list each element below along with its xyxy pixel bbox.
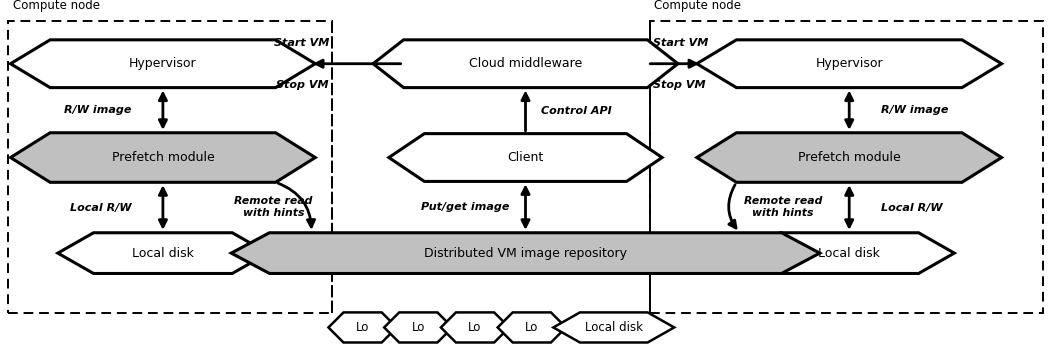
Polygon shape	[744, 233, 954, 273]
Polygon shape	[389, 133, 662, 181]
Text: Local R/W: Local R/W	[881, 202, 943, 212]
Polygon shape	[11, 40, 315, 88]
Polygon shape	[373, 40, 678, 88]
Polygon shape	[441, 313, 510, 343]
Text: Lo: Lo	[412, 321, 425, 334]
Text: Compute node: Compute node	[13, 0, 100, 12]
Polygon shape	[231, 233, 820, 273]
Text: Compute node: Compute node	[654, 0, 741, 12]
Text: Stop VM: Stop VM	[276, 80, 329, 90]
Text: Cloud middleware: Cloud middleware	[469, 57, 582, 70]
Text: Client: Client	[508, 151, 543, 164]
Text: Start VM: Start VM	[273, 38, 329, 48]
Polygon shape	[697, 40, 1002, 88]
Polygon shape	[498, 313, 565, 343]
Text: Lo: Lo	[469, 321, 481, 334]
Text: Put/get image: Put/get image	[421, 202, 510, 212]
Text: Distributed VM image repository: Distributed VM image repository	[424, 247, 627, 259]
Text: Start VM: Start VM	[653, 38, 708, 48]
Polygon shape	[58, 233, 268, 273]
Polygon shape	[11, 133, 315, 182]
Text: Local R/W: Local R/W	[69, 202, 131, 212]
Text: Prefetch module: Prefetch module	[798, 151, 901, 164]
Text: Local disk: Local disk	[132, 247, 193, 259]
Text: Lo: Lo	[526, 321, 538, 334]
Text: R/W image: R/W image	[64, 105, 131, 115]
Polygon shape	[328, 313, 396, 343]
Text: Remote read
with hints: Remote read with hints	[744, 196, 822, 218]
Text: Local disk: Local disk	[584, 321, 643, 334]
Polygon shape	[697, 133, 1002, 182]
Polygon shape	[385, 313, 452, 343]
Text: R/W image: R/W image	[881, 105, 948, 115]
Text: Hypervisor: Hypervisor	[816, 57, 883, 70]
Text: Control API: Control API	[541, 105, 612, 116]
Text: Local disk: Local disk	[819, 247, 880, 259]
Text: Lo: Lo	[356, 321, 369, 334]
Text: Remote read
with hints: Remote read with hints	[234, 196, 312, 218]
Text: Hypervisor: Hypervisor	[129, 57, 197, 70]
Text: Prefetch module: Prefetch module	[111, 151, 214, 164]
Polygon shape	[553, 313, 675, 343]
Text: Stop VM: Stop VM	[653, 80, 705, 90]
